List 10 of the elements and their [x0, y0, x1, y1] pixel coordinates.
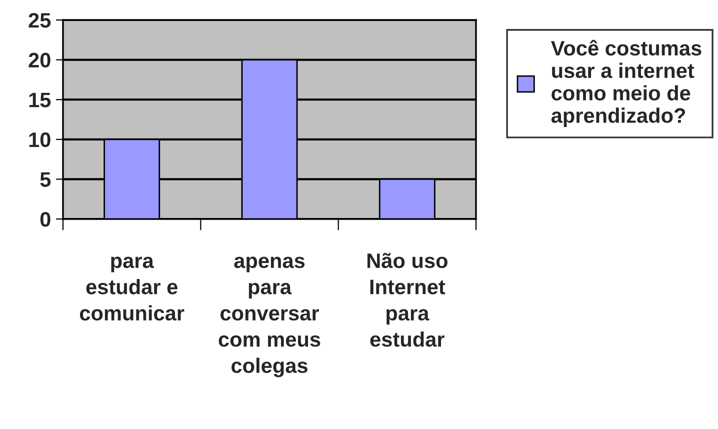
legend-label: Você costumas usar a internet como meio de aprendizado?	[550, 40, 702, 128]
y-tick-label: 0	[40, 212, 50, 227]
x-tick-label: apenas para conversar com meus colegas	[218, 256, 320, 378]
x-tick-label: para estudar e comunicar	[80, 256, 184, 321]
x-tick-label: Não uso Internet para estudar	[367, 252, 448, 347]
y-tick-label: 25	[28, 13, 51, 28]
y-tick-label: 10	[29, 132, 50, 148]
y-tick-label: 20	[28, 52, 50, 68]
y-tick-label: 5	[40, 172, 51, 187]
y-tick-label: 15	[29, 92, 51, 108]
